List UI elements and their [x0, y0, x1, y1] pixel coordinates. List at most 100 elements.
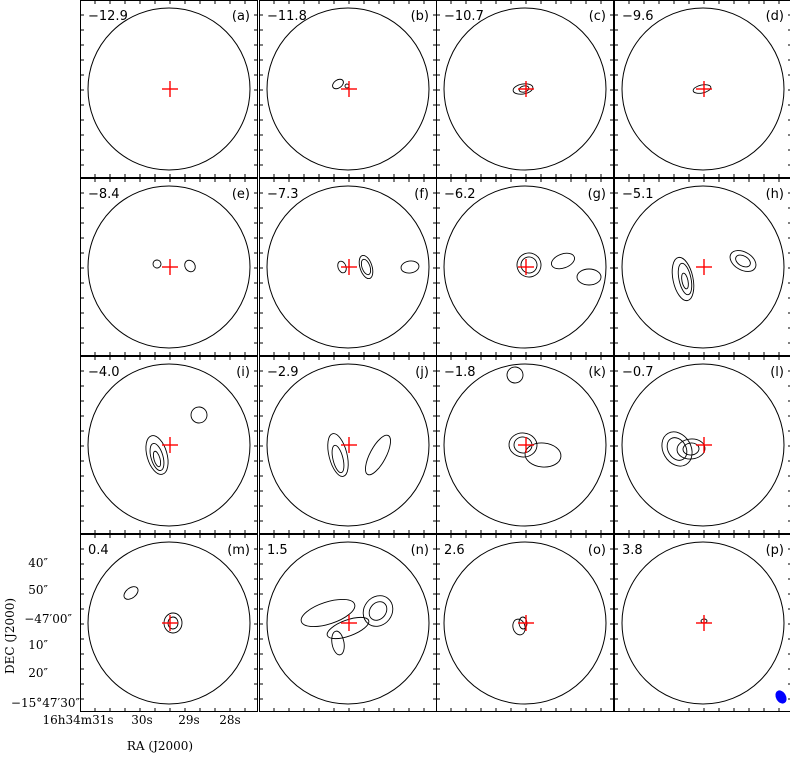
- emission-contour: [327, 433, 349, 477]
- x-tick-label: 30s: [131, 713, 152, 727]
- emission-contour: [184, 259, 196, 273]
- channel-panel: −2.9 (j): [259, 356, 437, 534]
- emission-contour: [123, 586, 139, 600]
- channel-panel: −11.8 (b): [259, 0, 437, 178]
- primary-beam-circle: [443, 541, 607, 705]
- channel-panel: 0.4 (m): [80, 534, 258, 712]
- channel-panel: −5.1 (h): [614, 178, 790, 356]
- panel-letter: (c): [589, 9, 606, 24]
- velocity-label: −2.9: [267, 365, 299, 380]
- emission-contour: [666, 437, 688, 461]
- emission-contour: [524, 442, 562, 468]
- panel-letter: (o): [588, 543, 606, 558]
- x-tick-label: 28s: [219, 713, 240, 727]
- channel-panel: −8.4 (e): [80, 178, 258, 356]
- x-tick-label: 16h34m31s: [42, 713, 113, 727]
- y-tick-label: 50″: [28, 583, 48, 597]
- panel-letter: (k): [588, 365, 606, 380]
- y-axis-title: DEC (J2000): [3, 598, 17, 674]
- panel-letter: (b): [411, 9, 429, 24]
- channel-panel: −12.9 (a): [80, 0, 258, 178]
- velocity-label: −10.7: [444, 9, 484, 24]
- velocity-label: −6.2: [444, 187, 476, 202]
- primary-beam-circle: [621, 185, 785, 349]
- primary-beam-circle: [443, 185, 607, 349]
- y-tick-label: 40″: [28, 556, 48, 570]
- primary-beam-circle: [87, 363, 251, 527]
- channel-panel: 3.8 (p): [614, 534, 790, 712]
- emission-contour: [331, 444, 345, 474]
- panel-letter: (n): [411, 543, 429, 558]
- emission-contour: [368, 601, 388, 621]
- velocity-label: −9.6: [622, 9, 654, 24]
- emission-contour: [152, 259, 162, 269]
- emission-contour: [512, 83, 534, 95]
- emission-contour: [506, 366, 524, 384]
- x-tick-label: 29s: [178, 713, 199, 727]
- primary-beam-circle: [266, 7, 430, 171]
- emission-contour: [551, 252, 575, 270]
- velocity-label: −8.4: [88, 187, 120, 202]
- emission-contour: [729, 250, 757, 272]
- panel-letter: (e): [232, 187, 250, 202]
- panel-letter: (i): [236, 365, 250, 380]
- velocity-label: 2.6: [444, 543, 465, 558]
- emission-contour: [677, 262, 693, 296]
- synthesized-beam: [775, 690, 787, 704]
- emission-contour: [508, 432, 538, 458]
- channel-panel: −4.0 (i): [80, 356, 258, 534]
- panel-letter: (f): [414, 187, 429, 202]
- emission-contour: [400, 260, 420, 274]
- velocity-label: −5.1: [622, 187, 654, 202]
- emission-contour: [661, 431, 693, 467]
- emission-contour: [190, 406, 208, 424]
- y-tick-label: 20″: [28, 666, 48, 680]
- panel-letter: (g): [588, 187, 606, 202]
- y-tick-label: 10″: [28, 638, 48, 652]
- channel-panel: 1.5 (n): [259, 534, 437, 712]
- emission-contour: [520, 256, 538, 274]
- panel-letter: (p): [766, 543, 784, 558]
- x-axis-title: RA (J2000): [127, 739, 193, 753]
- velocity-label: 0.4: [88, 543, 109, 558]
- emission-contour: [332, 78, 344, 90]
- emission-contour: [145, 435, 169, 475]
- emission-contour: [518, 85, 530, 93]
- velocity-label: −7.3: [267, 187, 299, 202]
- emission-contour: [362, 595, 394, 627]
- emission-contour: [337, 260, 347, 274]
- channel-panel: −10.7 (c): [436, 0, 614, 178]
- emission-contour: [676, 438, 706, 460]
- emission-contour: [360, 258, 372, 276]
- velocity-label: 1.5: [267, 543, 288, 558]
- velocity-label: −11.8: [267, 9, 307, 24]
- panel-letter: (h): [766, 187, 784, 202]
- primary-beam-circle: [443, 7, 607, 171]
- panel-grid: −12.9 (a) −11.8 (b) −10.7 (c) −9.6 (d) −8.4 (e) −7…: [80, 0, 790, 712]
- emission-contour: [692, 84, 712, 94]
- velocity-label: 3.8: [622, 543, 643, 558]
- panel-letter: (l): [770, 365, 784, 380]
- channel-panel: −7.3 (f): [259, 178, 437, 356]
- emission-contour: [331, 630, 345, 656]
- channel-panel: −9.6 (d): [614, 0, 790, 178]
- panel-letter: (d): [766, 9, 784, 24]
- channel-panel: −1.8 (k): [436, 356, 614, 534]
- y-tick-label: −15°47′30″: [11, 696, 81, 710]
- panel-letter: (m): [227, 543, 250, 558]
- emission-contour: [512, 618, 526, 636]
- panel-letter: (a): [232, 9, 250, 24]
- emission-contour: [513, 436, 533, 454]
- primary-beam-circle: [621, 7, 785, 171]
- y-tick-label: −47′00″: [24, 612, 72, 626]
- primary-beam-circle: [621, 363, 785, 527]
- primary-beam-circle: [87, 185, 251, 349]
- emission-contour: [576, 268, 602, 286]
- emission-contour: [149, 442, 165, 472]
- emission-contour: [326, 616, 370, 640]
- emission-contour: [365, 434, 391, 476]
- channel-panel: −0.7 (l): [614, 356, 790, 534]
- primary-beam-circle: [443, 363, 607, 527]
- channel-panel: −6.2 (g): [436, 178, 614, 356]
- emission-contour: [735, 254, 751, 268]
